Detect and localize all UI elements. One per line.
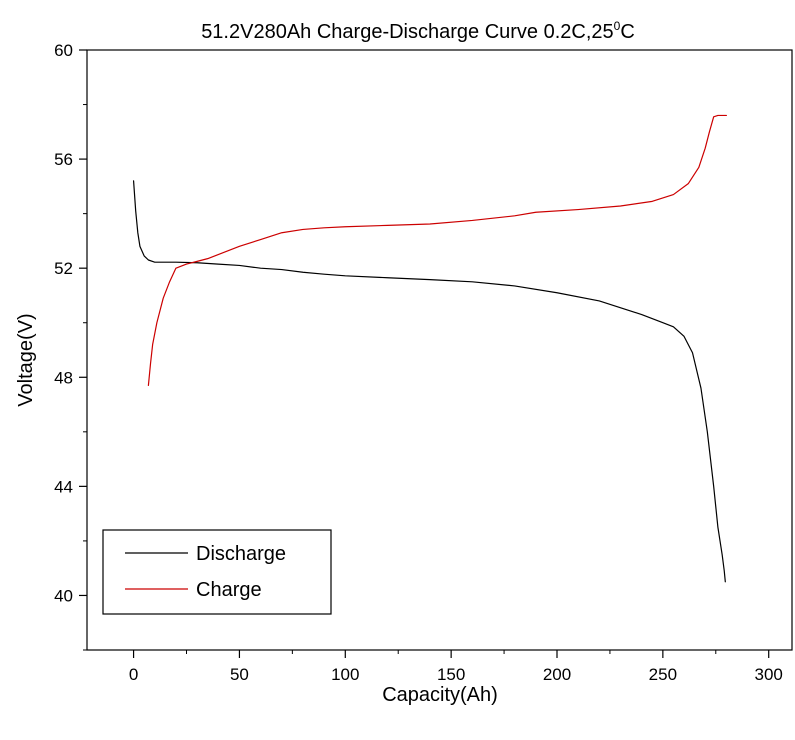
legend-label-charge: Charge [196,579,262,601]
x-tick-label-100: 100 [331,665,359,684]
x-tick-label-0: 0 [129,665,138,684]
y-tick-label-48: 48 [54,368,73,387]
x-tick-label-300: 300 [755,665,783,684]
y-tick-label-44: 44 [54,477,73,496]
chart-title: 51.2V280Ah Charge-Discharge Curve 0.2C,2… [201,19,635,43]
legend-box [102,529,332,615]
x-tick-label-150: 150 [437,665,465,684]
legend-label-discharge: Discharge [196,543,286,565]
y-tick-label-60: 60 [54,41,73,60]
series-lines [132,114,727,583]
series-line-discharge [132,180,726,583]
x-axis-label: Capacity(Ah) [382,684,498,706]
x-tick-label-250: 250 [649,665,677,684]
axis-ticks [79,49,770,658]
y-tick-label-40: 40 [54,586,73,605]
x-tick-label-50: 50 [230,665,249,684]
legend: Discharge Charge [102,529,332,615]
chart-title-superscript: 0 [614,19,621,33]
y-tick-label-52: 52 [54,259,73,278]
y-tick-label-56: 56 [54,150,73,169]
chart-title-main: 51.2V280Ah Charge-Discharge Curve 0.2C,2… [201,21,613,43]
x-tick-label-200: 200 [543,665,571,684]
tick-labels: 0 50 100 150 200 250 300 40 44 48 52 56 60 [54,41,783,684]
plot-frame [86,49,793,651]
y-axis-label: Voltage(V) [15,313,37,406]
chart-title-suffix: C [620,21,634,43]
series-line-charge [147,114,727,387]
